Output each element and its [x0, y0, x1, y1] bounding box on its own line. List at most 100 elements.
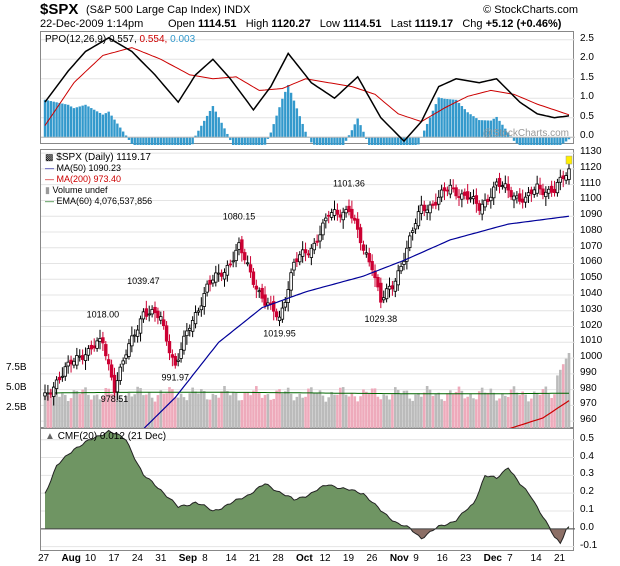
candle-body [526, 192, 531, 197]
candle-body [480, 203, 484, 215]
volume-bar [275, 390, 278, 429]
ppo-histogram-bar [295, 108, 299, 138]
candle-body [92, 345, 96, 349]
ppo-histogram-bar [434, 104, 438, 138]
chg-value: +5.12 (+0.46%) [485, 18, 562, 30]
volume-bar [49, 389, 53, 429]
candle-body [387, 285, 392, 290]
ppo-histogram-bar [321, 137, 325, 145]
volume-bar [95, 394, 99, 429]
cmf-positive-area [45, 430, 569, 529]
volume-bar [318, 390, 322, 429]
candle-body [509, 190, 513, 198]
volume-bar [504, 395, 507, 429]
volume-bar [217, 397, 221, 429]
ppo-histogram-bar [385, 137, 388, 145]
ppo-histogram-bar [55, 102, 58, 138]
ppo-histogram-bar [52, 101, 55, 138]
candle-body [159, 316, 163, 321]
x-tick-label: 28 [272, 553, 284, 564]
exchange: INDX [224, 4, 251, 16]
y-tick-label: 990 [580, 366, 597, 378]
candle-body [115, 380, 120, 393]
candle-body [98, 338, 102, 343]
ppo-histogram-bar [113, 119, 116, 138]
candle-body [399, 265, 403, 272]
volume-bar [399, 394, 403, 429]
candle-body [170, 354, 175, 358]
volume-bar [191, 387, 194, 429]
volume-bar [113, 391, 116, 429]
candle-body [72, 360, 76, 366]
candle-body [520, 198, 525, 203]
volume-bar [197, 393, 200, 429]
y-tick-label: 0.4 [580, 450, 594, 462]
instrument-fullname: (S&P 500 Large Cap Index) [86, 4, 221, 16]
candle-body [500, 185, 505, 187]
ppo-histogram-bar [411, 137, 414, 145]
ppo-histogram-bar [237, 137, 241, 145]
volume-bar [295, 396, 299, 429]
volume-bar [118, 396, 122, 429]
ppo-histogram-bar [341, 137, 345, 145]
volume-bar [188, 393, 192, 429]
volume-bar [385, 395, 388, 429]
ppo-histogram-bar [75, 107, 79, 138]
candle-body [468, 197, 473, 200]
candle-body [124, 354, 128, 359]
candle-body [422, 204, 426, 212]
y-tick-label: 1070 [580, 240, 603, 252]
ppo-histogram-bar [107, 111, 110, 138]
candle-body [54, 379, 59, 390]
volume-bar [532, 391, 536, 429]
candle-body [280, 307, 285, 320]
ppo-histogram-bar [501, 124, 504, 138]
candle-body [393, 280, 397, 292]
candle-body [382, 297, 386, 301]
volume-bar [231, 391, 235, 429]
ppo-histogram-bar [136, 137, 139, 145]
ppo-histogram-bar [396, 137, 400, 145]
volume-bar [301, 397, 304, 429]
y-tick-label: 0.2 [580, 486, 594, 498]
ppo-histogram-bar [379, 137, 383, 145]
candle-body [202, 293, 206, 307]
volume-bar [142, 395, 145, 429]
cmf-label: CMF(20) 0.012 (21 Dec) [57, 431, 167, 442]
ppo-histogram-bar [208, 110, 212, 138]
volume-bar [124, 395, 128, 429]
candle-body [144, 308, 149, 317]
y-tick-label: 1100 [580, 193, 602, 205]
ppo-histogram-bar [298, 116, 301, 138]
ppo-histogram-bar [205, 115, 209, 138]
volume-bar [127, 392, 131, 429]
volume-bar [353, 396, 357, 429]
y-tick-label: 0.1 [580, 504, 594, 515]
volume-bar [202, 390, 206, 429]
volume-bar [370, 388, 374, 429]
ppo-histogram-bar [446, 99, 449, 138]
candle-body [104, 344, 108, 357]
ppo-histogram-bar [498, 120, 501, 138]
ppo-histogram-bar [231, 137, 235, 145]
ppo-histogram-bar [78, 106, 81, 138]
candle-body [109, 364, 114, 378]
candle-body [552, 188, 557, 194]
y-tick-label: 1000 [580, 351, 603, 363]
volume-bar [417, 393, 420, 429]
ppo-histogram-bar [214, 111, 218, 138]
candle-body [448, 184, 453, 195]
volume-bar [561, 364, 565, 429]
candle-body [535, 183, 539, 194]
volume-bar [121, 401, 125, 429]
candle-body [390, 285, 395, 290]
volume-bar [564, 358, 568, 429]
y-tick-label: 1060 [580, 256, 603, 268]
volume-bar [327, 397, 331, 429]
volume-bar [46, 395, 50, 429]
volume-bar [350, 392, 354, 429]
candle-body [211, 279, 215, 284]
candle-body [43, 392, 47, 397]
candle-body [133, 334, 137, 337]
volume-bar [315, 393, 319, 429]
